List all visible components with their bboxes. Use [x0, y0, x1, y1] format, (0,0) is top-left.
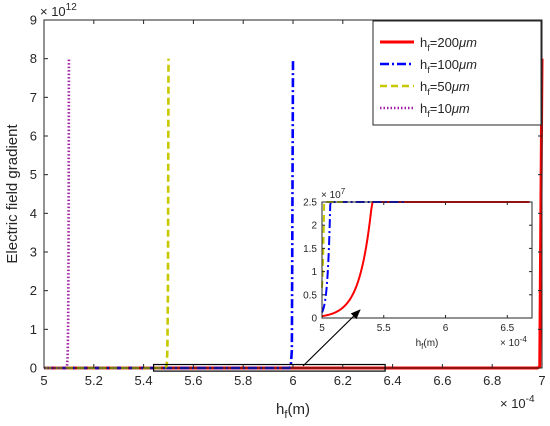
legend-label: hf=50μm [420, 79, 470, 97]
y-tick-label: 9 [30, 13, 37, 28]
x-tick-label: 5.2 [85, 373, 103, 388]
y-tick-label: 0 [30, 361, 37, 376]
inset-x-tick-label: 5 [319, 323, 325, 334]
zoom-box [152, 363, 386, 372]
legend-item: hf=10μm [380, 101, 470, 119]
zoom-arrow [302, 309, 361, 367]
inset-x-multiplier: × 10-4 [500, 335, 527, 349]
x-tick-label: 6 [289, 373, 296, 388]
x-tick-label: 6.8 [483, 373, 501, 388]
y-axis-multiplier: × 1012 [40, 2, 77, 19]
inset-x-tick-label: 6.5 [500, 323, 514, 334]
x-tick-label: 5 [40, 373, 47, 388]
inset-y-tick-label: 2 [311, 221, 317, 232]
y-tick-label: 3 [30, 245, 37, 260]
inset-y-ticks: 0 0.5 1 1.5 2 2.5 [303, 198, 532, 325]
inset-x-tick-label: 6 [443, 323, 449, 334]
inset-plot-area [322, 202, 532, 318]
x-tick-label: 6.6 [433, 373, 451, 388]
y-axis-label: Electric field gradient [4, 124, 21, 264]
inset-y-tick-label: 0.5 [303, 290, 317, 301]
main-y-ticks: 0 1 2 3 4 5 6 7 8 9 [30, 13, 542, 376]
y-tick-label: 7 [30, 90, 37, 105]
y-tick-label: 8 [30, 51, 37, 66]
inset-y-tick-label: 1 [311, 267, 317, 278]
inset-x-tick-label: 5.5 [377, 323, 391, 334]
x-tick-label: 5.6 [184, 373, 202, 388]
y-tick-label: 6 [30, 129, 37, 144]
legend-label: hf=10μm [420, 101, 470, 119]
inset-x-axis-label: hf(m) [416, 338, 439, 351]
inset-y-tick-label: 0 [311, 314, 317, 325]
inset-y-tick-label: 2.5 [303, 198, 317, 209]
y-tick-label: 5 [30, 167, 37, 182]
x-tick-label: 5.4 [135, 373, 153, 388]
x-tick-label: 5.8 [234, 373, 252, 388]
x-axis-multiplier: × 10-4 [500, 394, 535, 411]
y-tick-label: 2 [30, 283, 37, 298]
x-tick-label: 6.4 [384, 373, 402, 388]
inset-y-tick-label: 1.5 [303, 244, 317, 255]
inset-axes-box [321, 201, 533, 319]
inset-plot: 5 5.5 6 6.5 0 0.5 1 1.5 2 2.5 × 107 × 10-4 hf(m) [303, 187, 533, 351]
legend-item: hf=100μm [380, 57, 477, 75]
x-tick-label: 6.2 [334, 373, 352, 388]
legend: hf=200μm hf=100μm hf=50μm hf=10μm [372, 20, 542, 126]
legend-item: hf=50μm [380, 79, 470, 97]
legend-item: hf=200μm [380, 35, 477, 53]
legend-label: hf=200μm [420, 35, 477, 53]
legend-label: hf=100μm [420, 57, 477, 75]
y-tick-label: 4 [30, 206, 37, 221]
inset-y-multiplier: × 107 [321, 187, 346, 201]
main-x-ticks: 5 5.2 5.4 5.6 5.8 6 6.2 6.4 6.6 6.8 7 [40, 20, 546, 388]
y-tick-label: 1 [30, 322, 37, 337]
x-axis-label: hf(m) [276, 401, 310, 421]
x-tick-label: 7 [538, 373, 545, 388]
inset-x-ticks: 5 5.5 6 6.5 [319, 202, 515, 334]
